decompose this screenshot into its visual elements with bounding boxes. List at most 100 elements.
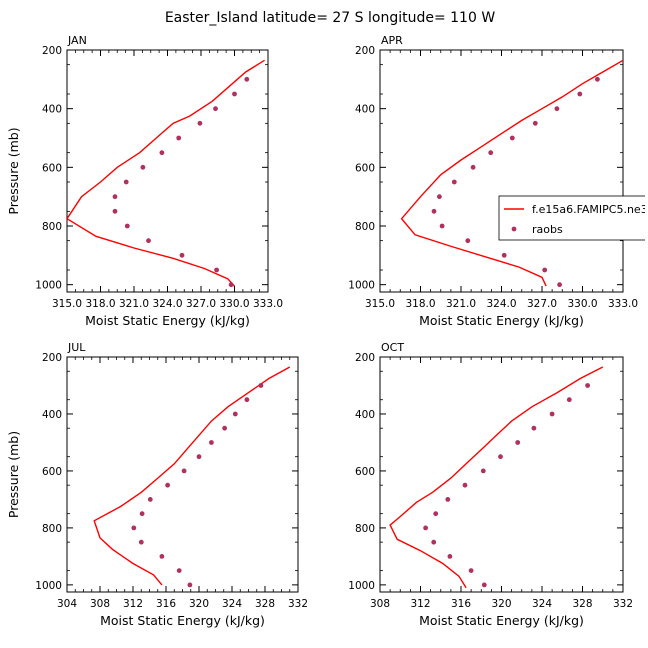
x-tick-label: 324 [532,598,552,610]
y-axis-label: Pressure (mb) [6,431,21,518]
raobs-point [488,150,494,156]
raobs-point [146,238,151,244]
raobs-point [214,267,220,273]
chart-panel-jan: 315.0 318.0 321.0 324.0 327.0 330.0 333.0 200 40… [6,34,283,328]
raobs-point [196,454,202,460]
x-tick-label: 327.0 [527,298,557,310]
raobs-point [176,568,182,573]
x-tick-label: 324 [222,598,242,610]
raobs-point [213,106,218,112]
raobs-point [437,194,442,200]
raobs-point [549,411,555,417]
x-tick-label: 327.0 [186,298,216,310]
raobs-point [431,539,437,545]
x-tick-label: 328 [255,598,275,610]
y-tick-label: 200 [355,352,375,364]
plot-frame [379,356,624,593]
raobs-point [232,91,237,97]
raobs-point [159,554,165,559]
chart-panel-oct: 308 312 316 320 324 328 332 200 400 600 800 1000 OCT… [348,341,633,628]
y-tick-label: 800 [355,221,375,233]
raobs-point [139,511,145,517]
raobs-point [209,440,214,445]
y-tick-label: 200 [355,45,375,57]
series-line-model [93,366,291,586]
raobs-point [595,76,600,82]
panel-label: APR [381,34,403,47]
y-tick-label: 1000 [348,280,375,292]
legend-box [498,195,645,241]
y-tick-label: 600 [355,162,375,174]
x-tick-label: 324.0 [486,298,516,310]
x-tick-label: 321.0 [119,298,149,310]
raobs-point [480,468,486,474]
series-line-model [389,366,604,589]
x-tick-label: 332 [288,598,308,610]
raobs-point [465,238,471,244]
raobs-point [138,539,144,545]
raobs-point [445,497,451,502]
raobs-point [542,267,548,273]
y-tick-label: 400 [42,104,62,116]
x-tick-label: 333.0 [608,298,638,310]
x-tick-label: 332 [613,598,633,610]
raobs-point [244,76,250,82]
legend-label: raobs [532,223,563,236]
raobs-point [131,525,137,531]
y-tick-label: 200 [42,352,62,364]
x-tick-label: 330.0 [567,298,597,310]
raobs-point [112,194,118,200]
raobs-point [140,164,146,170]
y-tick-label: 400 [355,409,375,421]
raobs-point [258,383,264,388]
y-tick-label: 1000 [35,280,62,292]
chart-panel-jul: 304 308 312 316 320 324 328 332 200 400 600 800 1000… [6,341,308,628]
y-tick-label: 400 [355,104,375,116]
plot-frame [66,356,299,593]
raobs-point [462,482,468,488]
raobs-point [228,282,234,288]
x-tick-label: 304 [57,598,77,610]
y-tick-label: 600 [42,162,62,174]
raobs-point [501,252,507,258]
y-tick-label: 400 [42,409,62,421]
raobs-point [515,440,521,445]
x-axis-label: Moist Static Energy (kJ/kg) [100,613,265,628]
raobs-point [159,150,165,156]
raobs-point [123,179,129,185]
y-tick-label: 200 [42,45,62,57]
y-tick-label: 600 [42,466,62,478]
raobs-point [531,425,537,431]
raobs-point [232,411,238,417]
x-tick-label: 318.0 [405,298,435,310]
raobs-point [566,397,572,403]
x-tick-label: 315.0 [52,298,82,310]
x-tick-label: 333.0 [253,298,283,310]
x-tick-label: 320 [491,598,511,610]
panel-label: JUL [67,341,86,354]
legend: f.e15a6.FAMIPC5.ne30_g16.cam.h0.0001-000… [498,195,648,241]
raobs-point [112,208,118,214]
raobs-point [187,582,193,588]
y-tick-label: 800 [42,523,62,535]
legend-label: f.e15a6.FAMIPC5.ne30_g16.cam.h0.0001-000… [532,203,648,216]
raobs-point [423,525,428,531]
y-tick-label: 1000 [348,580,375,592]
raobs-point [532,120,538,126]
y-tick-label: 800 [355,523,375,535]
raobs-point [165,482,171,488]
x-tick-label: 321.0 [446,298,476,310]
raobs-point [181,468,187,474]
raobs-point [439,223,445,229]
raobs-point [176,135,182,141]
x-axis-label: Moist Static Energy (kJ/kg) [85,313,250,328]
x-axis-label: Moist Static Energy (kJ/kg) [419,613,584,628]
plot-frame [66,49,269,293]
chart-panel-apr: 315.0 318.0 321.0 324.0 327.0 330.0 333.0 200 40… [348,34,648,328]
y-tick-label: 800 [42,221,62,233]
raobs-point [585,383,590,388]
raobs-point [470,164,476,170]
raobs-point [554,106,560,112]
x-axis-label: Moist Static Energy (kJ/kg) [419,313,584,328]
